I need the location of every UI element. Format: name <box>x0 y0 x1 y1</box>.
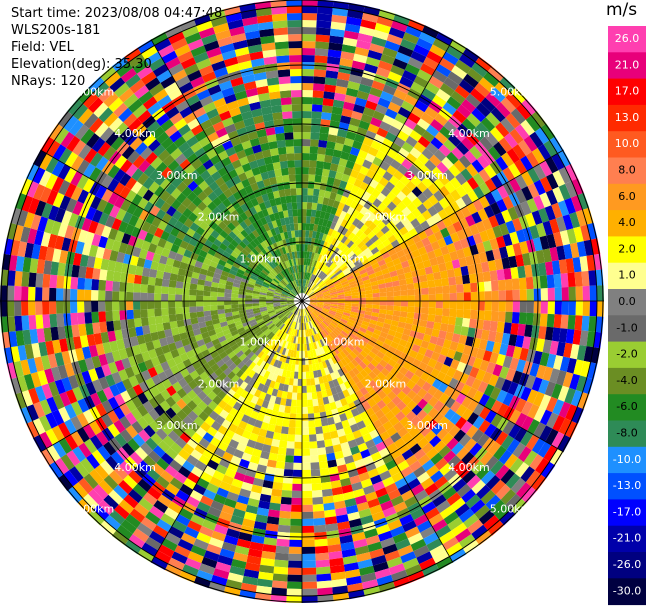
colorbar-tick-label: 8.0 <box>618 164 636 177</box>
velocity-gates <box>0 0 604 603</box>
colorbar-tick-label: -10.0 <box>613 453 641 466</box>
colorbar-tick-label: -4.0 <box>616 374 637 387</box>
range-ring-label: 5.00km <box>490 503 532 516</box>
colorbar-swatch <box>608 578 646 606</box>
colorbar-tick-label: -26.0 <box>613 558 641 571</box>
azimuth-spoke <box>301 39 454 302</box>
range-ring-label: 5.00km <box>73 503 115 516</box>
colorbar-swatch <box>608 315 646 343</box>
azimuth-spoke <box>150 39 303 302</box>
colorbar-swatch <box>608 473 646 500</box>
colorbar-tick-label: 17.0 <box>615 85 640 98</box>
colorbar-tick-label: 4.0 <box>618 216 636 229</box>
colorbar-tick-label: 1.0 <box>618 269 636 282</box>
colorbar-swatch <box>608 210 646 237</box>
range-ring-label: 1.00km <box>240 336 282 349</box>
nrays-label: NRays: 120 <box>11 74 86 89</box>
azimuth-spoke <box>150 300 303 563</box>
range-ring-label: 2.00km <box>198 377 240 390</box>
colorbar-tick-label: -6.0 <box>616 400 637 413</box>
colorbar-swatch <box>608 420 646 448</box>
azimuth-spoke <box>40 300 303 453</box>
colorbar-tick-label: -8.0 <box>616 427 637 440</box>
colorbar-swatch <box>608 131 646 158</box>
range-ring-label: 1.00km <box>323 336 365 349</box>
range-ring-label: 5.00km <box>73 85 115 98</box>
range-ring-label: 3.00km <box>156 419 198 432</box>
range-ring-label: 2.00km <box>198 211 240 224</box>
range-ring-label: 3.00km <box>156 169 198 182</box>
azimuth-spoke <box>301 300 454 563</box>
colorbar-unit: m/s <box>606 0 638 20</box>
colorbar-swatch <box>608 26 646 53</box>
colorbar-swatch <box>608 367 646 395</box>
range-ring-label: 2.00km <box>365 211 407 224</box>
azimuth-spokes <box>0 0 604 603</box>
range-ring-label: 4.00km <box>114 127 156 140</box>
start-time-label: Start time: 2023/08/08 04:47:48 <box>11 6 223 21</box>
colorbar-tick-label: 13.0 <box>615 111 640 124</box>
colorbar-tick-label: -21.0 <box>613 532 641 545</box>
colorbar-swatch <box>608 341 646 369</box>
range-ring-label: 4.00km <box>448 461 490 474</box>
range-labels: 1.00km 2.00km 3.00km 4.00km 5.00km 1.00km 2.00… <box>73 85 532 515</box>
colorbar-swatch <box>608 236 646 264</box>
colorbar-swatch <box>608 446 646 474</box>
range-ring-label: 5.00km <box>490 85 532 98</box>
colorbar-tick-label: 21.0 <box>615 58 640 71</box>
range-ring-label: 1.00km <box>240 252 282 265</box>
colorbar-swatch <box>608 183 646 211</box>
range-ring-label: 1.00km <box>323 252 365 265</box>
field-label: Field: VEL <box>11 40 74 55</box>
colorbar-tick-label: 6.0 <box>618 190 636 203</box>
colorbar-swatch <box>608 552 646 579</box>
colorbar-swatch <box>608 525 646 553</box>
range-ring-label: 2.00km <box>365 377 407 390</box>
colorbar-swatch <box>608 78 646 106</box>
colorbar-swatch <box>608 157 646 185</box>
colorbar-swatch <box>608 394 646 421</box>
colorbar: 26.0 21.0 17.0 13.0 10.0 8.0 6.0 4.0 2.0 1.0 0.0 -1… <box>608 26 646 606</box>
azimuth-spoke <box>301 149 564 302</box>
range-ring-label: 3.00km <box>406 419 448 432</box>
range-ring-label: 4.00km <box>114 461 156 474</box>
azimuth-spoke <box>301 300 564 453</box>
scan-info-panel: Start time: 2023/08/08 04:47:48 WLS200s-… <box>11 5 222 90</box>
azimuth-spoke <box>40 149 303 302</box>
colorbar-tick-label: -30.0 <box>613 584 641 597</box>
colorbar-tick-label: 2.0 <box>618 242 636 255</box>
colorbar-tick-label: 10.0 <box>615 137 640 150</box>
instrument-label: WLS200s-181 <box>11 23 101 38</box>
colorbar-tick-label: -1.0 <box>616 321 637 334</box>
colorbar-swatch <box>608 262 646 290</box>
range-ring-label: 3.00km <box>406 169 448 182</box>
colorbar-swatch <box>608 289 646 316</box>
colorbar-swatch <box>608 52 646 80</box>
colorbar-tick-label: -13.0 <box>613 479 641 492</box>
colorbar-tick-label: -17.0 <box>613 505 641 518</box>
colorbar-tick-label: 0.0 <box>618 295 636 308</box>
colorbar-swatch <box>608 499 646 527</box>
colorbar-tick-label: 26.0 <box>615 32 640 45</box>
colorbar-tick-label: -2.0 <box>616 348 637 361</box>
colorbar-swatch <box>608 104 646 132</box>
elevation-label: Elevation(deg): 35.30 <box>11 57 152 72</box>
range-ring-label: 4.00km <box>448 127 490 140</box>
